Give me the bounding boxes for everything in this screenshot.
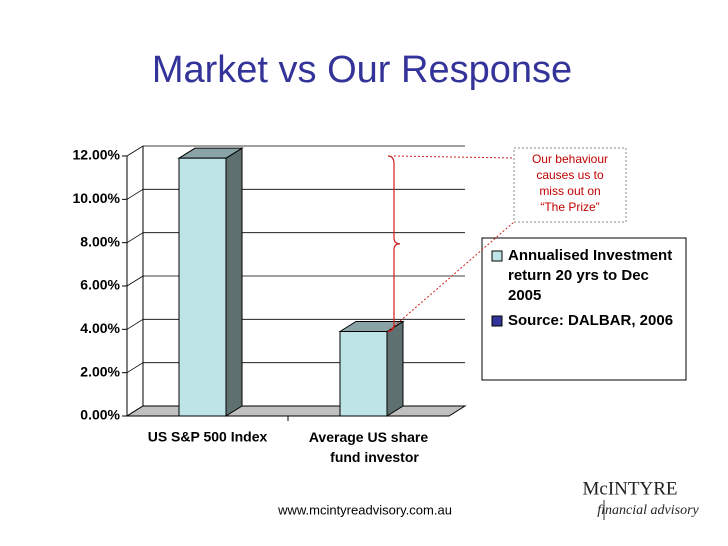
legend-label-swatch <box>491 250 503 262</box>
y-tick-label: 12.00% <box>73 147 121 163</box>
x-tick-label: Average US share fund investor <box>309 429 429 465</box>
y-tick-label: 10.00% <box>73 190 121 206</box>
legend-label: Annualised Investment return 20 yrs to De… <box>508 247 672 304</box>
y-tick-label: 0.00% <box>80 407 120 423</box>
brace <box>387 155 401 333</box>
bar <box>178 157 227 417</box>
x-tick-label: US S&P 500 Index <box>148 429 268 445</box>
logo-name: McINTYRE <box>583 478 678 499</box>
chart-title: Market vs Our Response <box>152 49 572 91</box>
legend-note: Source: DALBAR, 2006 <box>508 312 673 329</box>
callout-leader <box>393 155 515 159</box>
y-tick-label: 2.00% <box>80 363 120 379</box>
grid-depth <box>126 275 144 287</box>
legend-box <box>481 237 687 381</box>
grid-depth <box>126 318 144 330</box>
bar-side <box>225 147 243 417</box>
bar <box>339 331 388 417</box>
grid-depth <box>126 188 144 200</box>
y-tick-label: 6.00% <box>80 277 120 293</box>
callout-text: Our behaviour causes us to miss out on “The… <box>532 152 608 214</box>
callout-box <box>513 147 627 223</box>
legend-note-swatch <box>491 315 503 327</box>
logo-tagline: financial advisory <box>597 503 699 518</box>
bar-side <box>386 320 404 417</box>
y-tick-label: 4.00% <box>80 320 120 336</box>
grid-depth <box>126 232 144 244</box>
floor <box>125 405 467 417</box>
grid-depth <box>126 362 144 374</box>
y-tick-label: 8.00% <box>80 233 120 249</box>
grid-depth <box>126 145 144 157</box>
footer: www.mcintyreadvisory.com.au <box>277 502 452 517</box>
